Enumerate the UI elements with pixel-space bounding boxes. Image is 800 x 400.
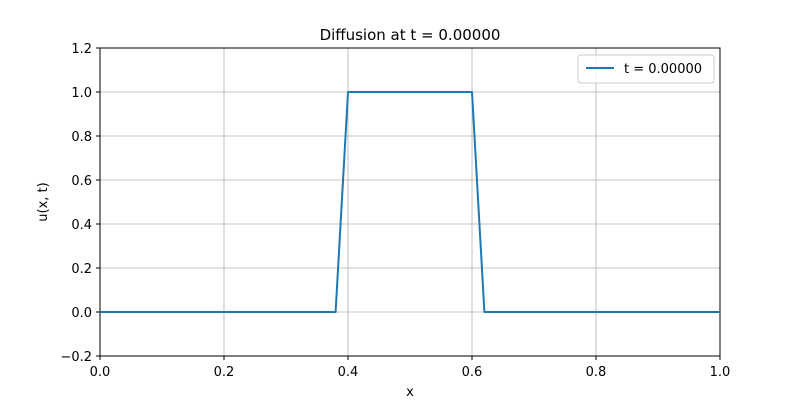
y-tick-label: 0.6 — [71, 174, 92, 189]
legend-box — [577, 54, 715, 84]
x-axis-label: x — [406, 385, 414, 400]
y-tick-label: 0.8 — [71, 130, 92, 145]
x-tick-label: 1.0 — [710, 365, 731, 380]
plot-frame — [99, 47, 721, 357]
axis-ticks: 0.0 0.2 0.4 0.6 0.8 1.0−0.20.00.20.40.60.81.0… — [60, 42, 730, 380]
grid — [99, 47, 721, 357]
x-tick-label: 0.2 — [214, 365, 235, 380]
y-tick-label: 0.2 — [71, 262, 92, 277]
x-tick-label: 0.0 — [90, 365, 111, 380]
y-tick-label: 0.4 — [71, 218, 92, 233]
chart-title: Diffusion at t = 0.00000 — [320, 26, 501, 44]
x-tick-label: 0.8 — [586, 365, 607, 380]
legend: t = 0.00000 — [577, 54, 715, 84]
series-line — [100, 91, 720, 313]
legend-label: t = 0.00000 — [624, 62, 702, 77]
y-tick-label: 1.2 — [71, 42, 92, 57]
series-layer — [100, 91, 720, 313]
y-axis-label: u(x, t) — [36, 182, 51, 221]
y-tick-label: 1.0 — [71, 86, 92, 101]
x-tick-label: 0.6 — [462, 365, 483, 380]
y-tick-label: 0.0 — [71, 306, 92, 321]
y-tick-label: −0.2 — [60, 350, 92, 365]
x-tick-label: 0.4 — [338, 365, 359, 380]
